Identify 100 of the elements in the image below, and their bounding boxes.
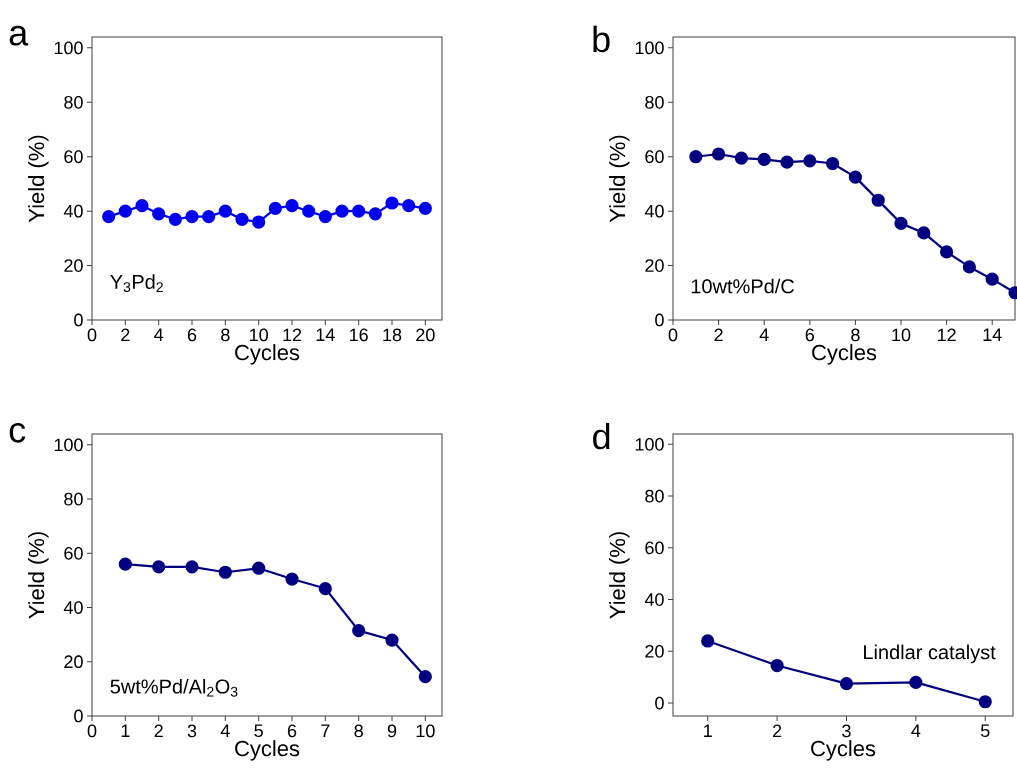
x-tick-label: 4 — [154, 328, 164, 341]
point — [803, 154, 817, 168]
y-tick-label: 100 — [54, 438, 83, 452]
y-tick-label: 80 — [64, 492, 83, 506]
x-tick-label: 4 — [911, 724, 921, 737]
annotation: 5wt%Pd/Al$_{2}$O$_{3}$ — [110, 678, 238, 697]
y-tick-label: 20 — [645, 644, 664, 658]
y-tick-label: 20 — [645, 259, 664, 272]
point — [385, 196, 399, 210]
point — [352, 623, 366, 638]
point — [135, 199, 149, 213]
y-tick-label: 60 — [64, 546, 83, 560]
point — [268, 201, 282, 216]
y-axis-title: Yield (%) — [609, 532, 630, 619]
point — [418, 670, 432, 684]
y-tick-label: 100 — [635, 437, 664, 451]
point — [894, 216, 908, 230]
x-tick-label: 5 — [254, 724, 263, 738]
x-tick-label: 8 — [221, 328, 230, 342]
text: d — [593, 422, 610, 450]
y-tick-label: 0 — [74, 313, 83, 327]
point — [368, 207, 382, 221]
point — [318, 581, 332, 596]
y-tick-label: 40 — [644, 593, 664, 606]
x-tick-label: 12 — [283, 328, 302, 342]
y-tick-label: 40 — [644, 204, 664, 218]
point — [962, 260, 976, 274]
x-tick-label: 1 — [704, 724, 712, 737]
point — [218, 204, 232, 218]
point — [118, 557, 132, 571]
x-tick-label: 6 — [187, 328, 197, 342]
x-tick-label: 3 — [842, 724, 851, 738]
x-tick-label: 16 — [350, 328, 368, 342]
point — [235, 212, 249, 226]
y-tick-label: 0 — [74, 709, 83, 723]
annotation: Y$_{3}$Pd$_{2}$ — [110, 274, 163, 293]
x-tick-label: 20 — [416, 328, 435, 342]
x-tick-label: 10 — [250, 328, 268, 342]
point — [102, 209, 116, 224]
point — [402, 199, 416, 213]
y-tick-label: 20 — [64, 655, 83, 669]
y-tick-label: 100 — [54, 41, 83, 55]
y-tick-label: 0 — [655, 313, 664, 327]
y-axis-title: Yield (%) — [28, 135, 49, 223]
point — [712, 147, 726, 161]
point — [385, 633, 399, 647]
x-tick-label: 4 — [220, 724, 230, 737]
y-tick-label: 60 — [64, 150, 83, 164]
point — [252, 561, 266, 575]
point — [940, 245, 954, 259]
text: c — [9, 422, 26, 443]
point — [770, 658, 784, 673]
x-axis-title: Cycles — [235, 344, 300, 365]
x-tick-label: 5 — [980, 724, 990, 738]
y-tick-label: 100 — [635, 41, 664, 55]
y-axis-title: Yield (%) — [609, 135, 630, 223]
y-tick-label: 0 — [655, 696, 664, 710]
x-tick-label: 2 — [154, 724, 163, 738]
x-tick-label: 3 — [187, 724, 197, 738]
x-tick-label: 7 — [321, 724, 330, 737]
y-tick-label: 40 — [63, 204, 83, 218]
x-tick-label: 12 — [937, 328, 956, 342]
point — [734, 151, 748, 165]
x-tick-label: 9 — [387, 724, 397, 738]
x-tick-label: 4 — [759, 328, 769, 341]
x-tick-label: 0 — [87, 328, 97, 342]
point — [701, 634, 715, 648]
y-tick-label: 80 — [645, 95, 664, 109]
x-tick-label: 6 — [287, 724, 297, 738]
x-tick-label: 8 — [851, 328, 860, 342]
point — [285, 572, 299, 586]
x-tick-label: 14 — [316, 328, 335, 341]
x-tick-label: 2 — [121, 328, 130, 342]
text: b — [593, 25, 610, 53]
y-tick-label: 40 — [63, 601, 83, 614]
point — [152, 560, 166, 574]
point — [118, 204, 132, 218]
x-tick-label: 2 — [714, 328, 723, 342]
x-tick-label: 10 — [416, 724, 435, 738]
point — [978, 695, 992, 709]
point — [218, 565, 232, 579]
point — [202, 209, 216, 224]
y-tick-label: 60 — [645, 541, 664, 555]
point — [335, 204, 349, 218]
point — [848, 170, 862, 184]
point — [352, 204, 366, 218]
y-tick-label: 80 — [64, 95, 83, 109]
x-tick-label: 0 — [668, 328, 678, 342]
point — [252, 215, 266, 229]
x-axis-title: Cycles — [811, 740, 876, 761]
point — [780, 155, 794, 169]
point — [285, 199, 299, 213]
x-axis-title: Cycles — [235, 740, 300, 761]
point — [185, 560, 199, 574]
x-tick-label: 0 — [87, 724, 97, 738]
annotation: Lindlar catalyst — [864, 644, 996, 664]
y-tick-label: 80 — [645, 489, 664, 503]
y-tick-label: 20 — [64, 259, 83, 272]
text: a — [9, 25, 29, 46]
x-tick-label: 8 — [354, 724, 363, 738]
